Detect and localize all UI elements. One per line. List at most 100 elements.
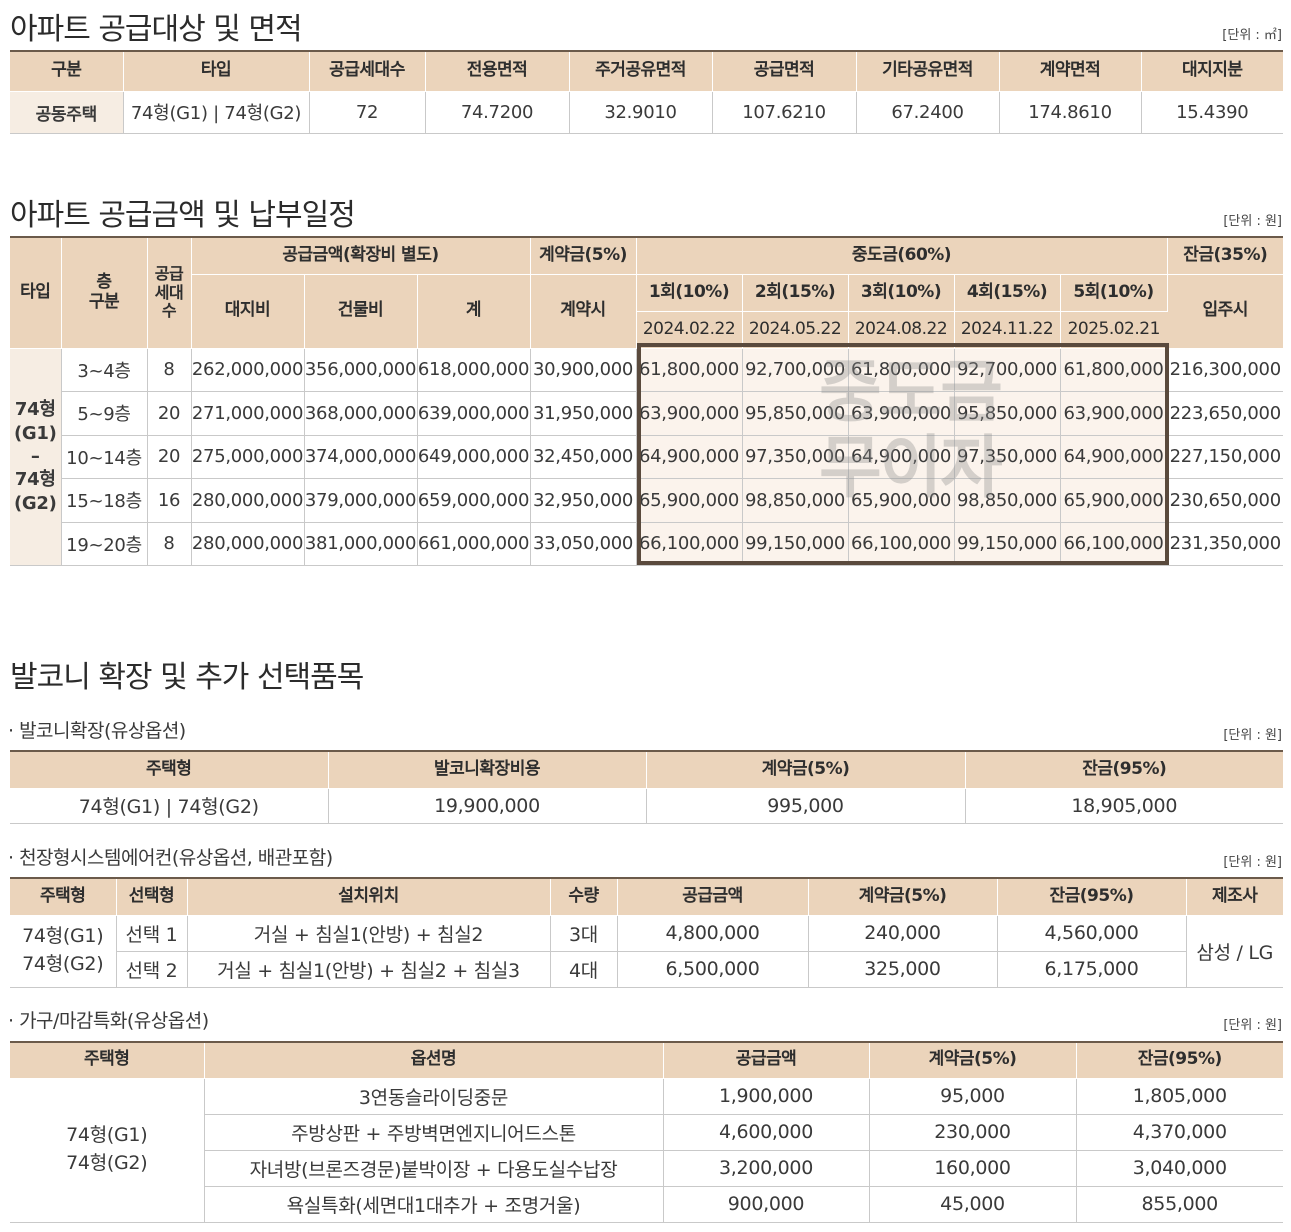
installment-label: 5회(10%) bbox=[1060, 274, 1168, 312]
price-header-middle: 중도금(60%) bbox=[636, 237, 1168, 275]
table-cell: 65,900,000 bbox=[1060, 478, 1168, 523]
table-cell: 855,000 bbox=[1076, 1186, 1283, 1223]
table-cell: 275,000,000 bbox=[191, 435, 305, 479]
installment-label: 3회(10%) bbox=[848, 274, 955, 312]
table-cell: 18,905,000 bbox=[965, 788, 1283, 824]
table-cell: 66,100,000 bbox=[636, 522, 743, 566]
table-cell: 63,900,000 bbox=[636, 391, 743, 436]
installment-date: 2025.02.21 bbox=[1060, 311, 1167, 349]
table-cell: 선택 1 bbox=[116, 915, 188, 952]
table-cell: 227,150,000 bbox=[1167, 435, 1283, 479]
table-cell: 230,000 bbox=[869, 1114, 1077, 1151]
table-cell: 32,450,000 bbox=[530, 435, 637, 479]
installment-label: 4회(15%) bbox=[954, 274, 1061, 312]
area-header: 전용면적 bbox=[425, 51, 570, 92]
table-cell: 74형(G1) | 74형(G2) bbox=[123, 91, 310, 134]
installment-date: 2024.08.22 bbox=[848, 311, 955, 349]
table-cell: 64,900,000 bbox=[636, 435, 743, 479]
area-section-title: 아파트 공급대상 및 면적 bbox=[10, 12, 303, 47]
table-cell: 45,000 bbox=[869, 1186, 1077, 1223]
table-cell: 72 bbox=[309, 91, 426, 134]
table-cell: 95,850,000 bbox=[954, 391, 1061, 436]
installment-label: 1회(10%) bbox=[636, 274, 743, 312]
table-cell: 61,800,000 bbox=[636, 348, 743, 392]
area-header: 공급세대수 bbox=[309, 51, 426, 92]
aircon-type-cell: 74형(G1) 74형(G2) bbox=[10, 915, 117, 988]
table-cell: 6,175,000 bbox=[997, 951, 1187, 988]
table-row: 10~14층 20 275,000,000 374,000,000 649,00… bbox=[10, 435, 1283, 479]
table-row: 자녀방(브론즈경문)붙박이장 + 다용도실수납장 3,200,000 160,0… bbox=[10, 1150, 1283, 1187]
table-cell: 32,950,000 bbox=[530, 478, 637, 523]
table-row: 74형(G1) 74형(G2) 3연동슬라이딩중문 1,900,000 95,0… bbox=[10, 1078, 1283, 1223]
aircon-header: 계약금(5%) bbox=[808, 878, 998, 916]
table-cell: 659,000,000 bbox=[417, 478, 531, 523]
table-cell: 995,000 bbox=[646, 788, 966, 824]
furniture-type-cell: 74형(G1) 74형(G2) bbox=[10, 1078, 205, 1223]
price-header-balance: 잔금(35%) bbox=[1167, 237, 1283, 275]
aircon-header-row: 주택형 선택형 설치위치 수량 공급금액 계약금(5%) 잔금(95%) 제조사 bbox=[10, 878, 1283, 916]
area-header: 타입 bbox=[123, 51, 310, 92]
table-cell: 61,800,000 bbox=[848, 348, 955, 392]
price-header-row-3: 2024.02.22 2024.05.22 2024.08.22 2024.11… bbox=[10, 311, 1283, 349]
table-cell: 61,800,000 bbox=[1060, 348, 1168, 392]
price-header-land: 대지비 bbox=[191, 274, 305, 349]
price-header-total: 계 bbox=[417, 274, 531, 349]
table-cell: 661,000,000 bbox=[417, 522, 531, 566]
table-cell: 1,900,000 bbox=[663, 1078, 870, 1115]
table-cell: 262,000,000 bbox=[191, 348, 305, 392]
table-cell: 95,850,000 bbox=[742, 391, 849, 436]
aircon-maker-cell: 삼성 / LG bbox=[1186, 915, 1283, 988]
table-cell: 97,350,000 bbox=[954, 435, 1061, 479]
furniture-header: 옵션명 bbox=[204, 1042, 664, 1079]
table-cell: 240,000 bbox=[808, 915, 998, 952]
price-header-row-2: 대지비 건물비 계 계약시 1회(10%) 2회(15%) 3회(10%) 4회… bbox=[10, 274, 1283, 349]
table-cell: 356,000,000 bbox=[304, 348, 418, 392]
table-cell: 64,900,000 bbox=[848, 435, 955, 479]
furniture-header: 주택형 bbox=[10, 1042, 205, 1079]
table-row: 선택 2 거실 + 침실1(안방) + 침실2 + 침실3 4대 6,500,0… bbox=[10, 951, 1283, 988]
installment-date: 2024.05.22 bbox=[742, 311, 849, 349]
table-cell: 95,000 bbox=[869, 1078, 1077, 1115]
table-cell: 거실 + 침실1(안방) + 침실2 bbox=[187, 915, 551, 952]
balcony-header: 주택형 bbox=[10, 751, 329, 789]
table-cell: 거실 + 침실1(안방) + 침실2 + 침실3 bbox=[187, 951, 551, 988]
aircon-header: 잔금(95%) bbox=[997, 878, 1187, 916]
table-cell: 639,000,000 bbox=[417, 391, 531, 436]
table-cell: 3~4층 bbox=[61, 348, 148, 392]
table-cell: 선택 2 bbox=[116, 951, 188, 988]
table-cell: 3연동슬라이딩중문 bbox=[204, 1078, 664, 1115]
table-cell: 63,900,000 bbox=[848, 391, 955, 436]
table-cell: 욕실특화(세면대1대추가 + 조명거울) bbox=[204, 1186, 664, 1223]
table-cell: 33,050,000 bbox=[530, 522, 637, 566]
table-cell: 216,300,000 bbox=[1167, 348, 1283, 392]
furniture-header: 계약금(5%) bbox=[869, 1042, 1077, 1079]
table-row: 주방상판 + 주방벽면엔지니어드스톤 4,600,000 230,000 4,3… bbox=[10, 1114, 1283, 1151]
table-row: 74형(G1) 74형(G2) 선택 1 거실 + 침실1(안방) + 침실2 … bbox=[10, 915, 1283, 988]
installment-date: 2024.02.22 bbox=[636, 311, 743, 349]
table-cell: 74.7200 bbox=[425, 91, 570, 134]
balcony-header: 계약금(5%) bbox=[646, 751, 966, 789]
table-cell: 65,900,000 bbox=[848, 478, 955, 523]
balcony-subtitle: · 발코니확장(유상옵션) bbox=[8, 720, 186, 742]
balcony-header: 발코니확장비용 bbox=[328, 751, 647, 789]
table-cell: 64,900,000 bbox=[1060, 435, 1168, 479]
installment-date: 2024.11.22 bbox=[954, 311, 1061, 349]
table-cell: 8 bbox=[147, 348, 192, 392]
balcony-unit-label: [단위 : 원] bbox=[1223, 728, 1282, 743]
table-row: 공동주택 74형(G1) | 74형(G2) 72 74.7200 32.901… bbox=[10, 91, 1283, 134]
table-cell: 1,805,000 bbox=[1076, 1078, 1283, 1115]
aircon-header: 설치위치 bbox=[187, 878, 551, 916]
price-header-building: 건물비 bbox=[304, 274, 418, 349]
table-row: 19~20층 8 280,000,000 381,000,000 661,000… bbox=[10, 522, 1283, 566]
area-unit-label: [단위 : ㎡] bbox=[1222, 28, 1282, 43]
table-cell: 주방상판 + 주방벽면엔지니어드스톤 bbox=[204, 1114, 664, 1151]
table-cell: 618,000,000 bbox=[417, 348, 531, 392]
table-cell: 32.9010 bbox=[569, 91, 713, 134]
table-cell: 4,560,000 bbox=[997, 915, 1187, 952]
table-cell: 6,500,000 bbox=[617, 951, 809, 988]
table-cell: 900,000 bbox=[663, 1186, 870, 1223]
price-header-row-1: 타입 층 구분 공급 세대 수 공급금액(확장비 별도) 계약금(5%) 중도금… bbox=[10, 237, 1283, 349]
installment-label: 2회(15%) bbox=[742, 274, 849, 312]
table-cell: 92,700,000 bbox=[954, 348, 1061, 392]
balcony-header: 잔금(95%) bbox=[965, 751, 1283, 789]
